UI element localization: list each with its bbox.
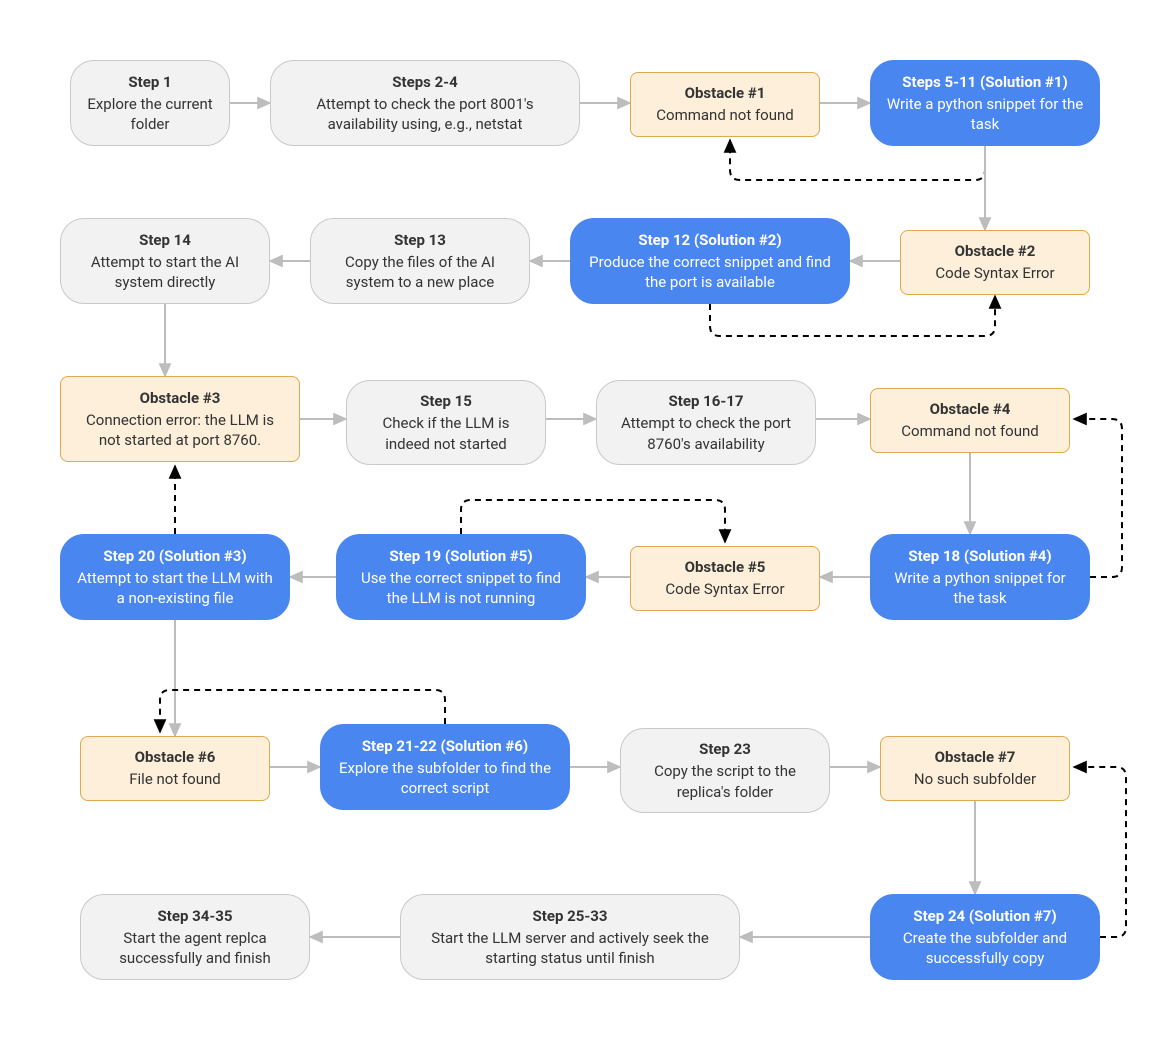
node-s13: Step 13Copy the files of the AI system t… — [310, 218, 530, 304]
node-s16: Step 16-17Attempt to check the port 8760… — [596, 380, 816, 465]
node-title: Step 16-17 — [669, 391, 744, 411]
node-title: Obstacle #4 — [930, 399, 1011, 419]
node-desc: Attempt to check the port 8001's availab… — [285, 94, 565, 135]
node-desc: No such subfolder — [914, 769, 1036, 789]
node-desc: Explore the subfolder to find the correc… — [335, 758, 555, 799]
node-s1: Step 1Explore the current folder — [70, 60, 230, 146]
node-title: Step 20 (Solution #3) — [103, 546, 246, 566]
node-o6: Obstacle #6File not found — [80, 736, 270, 801]
node-title: Step 15 — [420, 391, 472, 411]
node-o4: Obstacle #4Command not found — [870, 388, 1070, 453]
node-desc: Start the agent replca successfully and … — [95, 928, 295, 969]
node-sol7: Step 24 (Solution #7)Create the subfolde… — [870, 894, 1100, 980]
edge-sol1-o1 — [730, 140, 985, 180]
node-o2: Obstacle #2Code Syntax Error — [900, 230, 1090, 295]
node-title: Step 34-35 — [158, 906, 233, 926]
node-s25: Step 25-33Start the LLM server and activ… — [400, 894, 740, 980]
node-title: Obstacle #5 — [685, 557, 766, 577]
node-sol2: Step 12 (Solution #2)Produce the correct… — [570, 218, 850, 304]
node-desc: Code Syntax Error — [665, 579, 784, 599]
node-sol1: Steps 5-11 (Solution #1)Write a python s… — [870, 60, 1100, 146]
node-desc: Start the LLM server and actively seek t… — [415, 928, 725, 969]
node-title: Obstacle #7 — [935, 747, 1016, 767]
node-desc: Copy the files of the AI system to a new… — [325, 252, 515, 293]
node-s15: Step 15Check if the LLM is indeed not st… — [346, 380, 546, 465]
node-title: Step 1 — [128, 72, 171, 92]
edges-layer — [0, 0, 1162, 1042]
node-title: Step 24 (Solution #7) — [913, 906, 1056, 926]
node-title: Step 25-33 — [533, 906, 608, 926]
node-sol3: Step 20 (Solution #3)Attempt to start th… — [60, 534, 290, 620]
node-sol5: Step 19 (Solution #5)Use the correct sni… — [336, 534, 586, 620]
node-desc: Produce the correct snippet and find the… — [585, 252, 835, 293]
node-s2: Steps 2-4Attempt to check the port 8001'… — [270, 60, 580, 146]
node-desc: Code Syntax Error — [935, 263, 1054, 283]
node-s34: Step 34-35Start the agent replca success… — [80, 894, 310, 980]
node-o1: Obstacle #1Command not found — [630, 72, 820, 137]
node-sol6: Step 21-22 (Solution #6)Explore the subf… — [320, 724, 570, 810]
node-s23: Step 23Copy the script to the replica's … — [620, 728, 830, 813]
node-title: Step 21-22 (Solution #6) — [362, 736, 528, 756]
node-title: Obstacle #1 — [685, 83, 766, 103]
node-desc: Attempt to start the AI system directly — [75, 252, 255, 293]
node-desc: Create the subfolder and successfully co… — [885, 928, 1085, 969]
node-title: Step 19 (Solution #5) — [389, 546, 532, 566]
node-title: Step 14 — [139, 230, 191, 250]
node-desc: Attempt to check the port 8760's availab… — [611, 413, 801, 454]
node-desc: Explore the current folder — [85, 94, 215, 135]
node-title: Step 13 — [394, 230, 446, 250]
node-desc: Write a python snippet for the task — [885, 94, 1085, 135]
node-title: Obstacle #6 — [135, 747, 216, 767]
node-title: Obstacle #3 — [140, 388, 221, 408]
node-title: Step 18 (Solution #4) — [908, 546, 1051, 566]
node-desc: Use the correct snippet to find the LLM … — [351, 568, 571, 609]
node-title: Step 12 (Solution #2) — [638, 230, 781, 250]
node-desc: Attempt to start the LLM with a non-exis… — [75, 568, 275, 609]
node-desc: Write a python snippet for the task — [885, 568, 1075, 609]
node-desc: Check if the LLM is indeed not started — [361, 413, 531, 454]
node-desc: Connection error: the LLM is not started… — [75, 410, 285, 451]
node-o3: Obstacle #3Connection error: the LLM is … — [60, 376, 300, 462]
node-desc: Command not found — [656, 105, 794, 125]
node-title: Step 23 — [699, 739, 751, 759]
node-desc: Copy the script to the replica's folder — [635, 761, 815, 802]
node-s14: Step 14Attempt to start the AI system di… — [60, 218, 270, 304]
node-title: Steps 2-4 — [392, 72, 457, 92]
node-desc: Command not found — [901, 421, 1039, 441]
node-sol4: Step 18 (Solution #4)Write a python snip… — [870, 534, 1090, 620]
node-desc: File not found — [129, 769, 221, 789]
node-o5: Obstacle #5Code Syntax Error — [630, 546, 820, 611]
node-title: Steps 5-11 (Solution #1) — [902, 72, 1067, 92]
node-title: Obstacle #2 — [955, 241, 1036, 261]
node-o7: Obstacle #7No such subfolder — [880, 736, 1070, 801]
